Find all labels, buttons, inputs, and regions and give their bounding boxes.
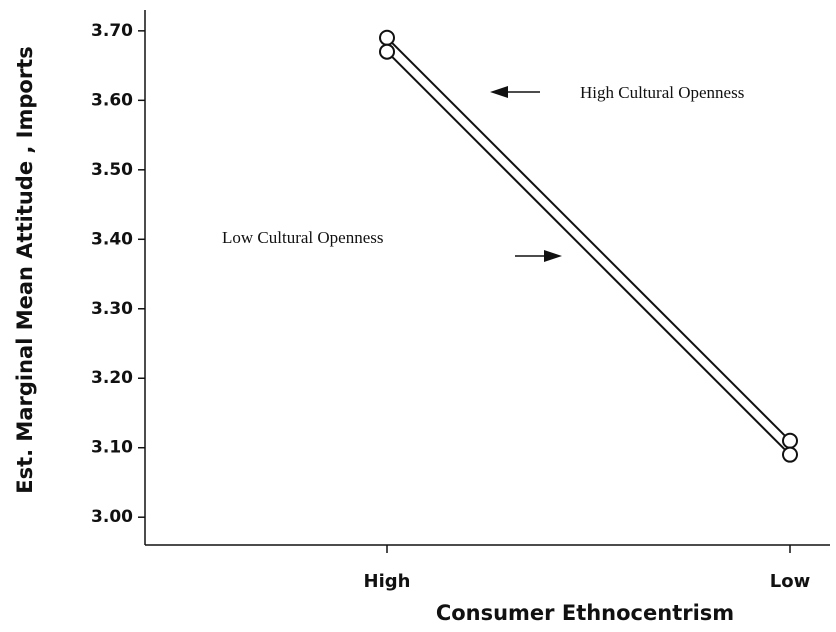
line bbox=[386, 50, 791, 456]
y-tick-label: 3.00 bbox=[91, 507, 133, 527]
y-tick-label: 3.70 bbox=[91, 21, 133, 41]
y-tick-label: 3.50 bbox=[91, 160, 133, 180]
y-tick-label: 3.30 bbox=[91, 299, 133, 319]
point bbox=[379, 29, 395, 46]
y-tick-label: 3.10 bbox=[91, 438, 133, 458]
arrow-head bbox=[490, 86, 508, 98]
arrow-head bbox=[544, 250, 562, 262]
y-tick-label: 3.40 bbox=[91, 229, 133, 249]
point bbox=[379, 43, 395, 60]
line bbox=[386, 37, 791, 442]
point bbox=[782, 446, 798, 463]
y-tick-label: 3.20 bbox=[91, 368, 133, 388]
y-axis-label: Est. Marginal Mean Attitude , Imports bbox=[13, 46, 37, 493]
x-axis-label: Consumer Ethnocentrism bbox=[436, 601, 734, 625]
legend-label: Low Cultural Openness bbox=[222, 228, 383, 247]
legend-label: High Cultural Openness bbox=[580, 83, 744, 102]
x-tick-label: High bbox=[364, 571, 411, 592]
y-tick-label: 3.60 bbox=[91, 90, 133, 110]
point bbox=[782, 432, 798, 449]
x-tick-label: Low bbox=[770, 571, 810, 592]
